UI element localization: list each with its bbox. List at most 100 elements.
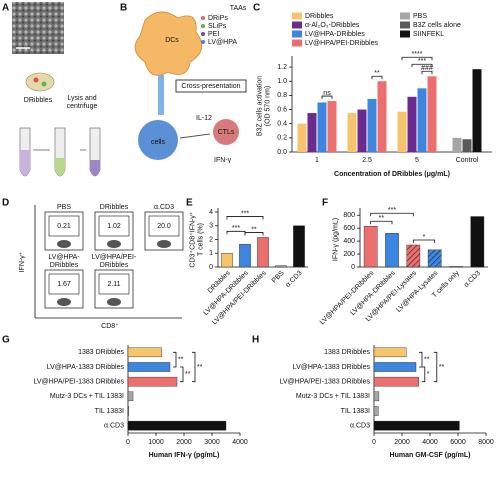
box bbox=[175, 79, 247, 93]
gate-value: 0.21 bbox=[57, 223, 71, 230]
panel-letter: E bbox=[186, 198, 193, 209]
sig-bracket bbox=[412, 239, 436, 243]
bar bbox=[373, 376, 419, 387]
y-tick-label: TIL 1383I bbox=[95, 408, 124, 415]
bar bbox=[367, 98, 377, 152]
plot-title: DRibbles bbox=[50, 262, 79, 269]
y-tick-label: LV@HPA-1383 DRibbles bbox=[293, 364, 371, 371]
tube-fill bbox=[20, 150, 30, 176]
label: centrifuge bbox=[67, 103, 98, 110]
label: IFN-γ bbox=[214, 157, 232, 164]
bar bbox=[407, 96, 417, 152]
y-tick-label: Mutz-3 DCs + TIL 1383I bbox=[296, 393, 370, 400]
bar bbox=[275, 265, 287, 268]
y-tick-label: 1383 DRibbles bbox=[78, 349, 124, 356]
bar bbox=[127, 347, 162, 358]
label: Cross-presentation bbox=[181, 83, 240, 90]
x-axis-label: Concentration of DRibbles (μg/mL) bbox=[334, 171, 450, 178]
x-tick-label: 3000 bbox=[204, 439, 220, 446]
legend-label: B3Z cells alone bbox=[413, 22, 461, 29]
sig-bracket bbox=[433, 351, 438, 383]
sig-label: ** bbox=[374, 70, 380, 77]
bar bbox=[373, 420, 460, 431]
y-tick-label: 0.6 bbox=[277, 106, 287, 113]
bar bbox=[307, 113, 317, 152]
bar bbox=[317, 102, 327, 152]
gate-value: 1.67 bbox=[57, 281, 71, 288]
legend-label: SIINFEKL bbox=[413, 31, 444, 38]
bar bbox=[127, 376, 178, 387]
bar bbox=[470, 216, 485, 268]
bar bbox=[297, 123, 307, 152]
sig-label: ** bbox=[379, 215, 385, 222]
bar bbox=[293, 225, 305, 268]
plot-title: LV@HPA- bbox=[48, 254, 80, 261]
bar bbox=[472, 69, 482, 152]
y-tick-label: 1 bbox=[209, 250, 213, 257]
bar bbox=[363, 226, 378, 268]
cell-cloud bbox=[107, 298, 121, 306]
y-axis-label: CD3⁺CD8⁺IFN-γ⁺ bbox=[189, 211, 196, 268]
sig-label: ### bbox=[421, 65, 433, 72]
bar bbox=[357, 109, 367, 152]
sig-bracket bbox=[370, 220, 393, 225]
dc-cell bbox=[134, 11, 203, 76]
y-tick-label: 3 bbox=[209, 223, 213, 230]
label: DCs bbox=[165, 37, 179, 44]
x-tick-label: 1 bbox=[315, 157, 319, 164]
bar bbox=[239, 244, 251, 268]
bar bbox=[373, 362, 417, 372]
y-tick-label: 200 bbox=[343, 251, 355, 258]
x-tick-label: 6000 bbox=[450, 439, 466, 446]
ctl bbox=[213, 119, 239, 145]
legend-swatch bbox=[292, 21, 302, 29]
sig-bracket bbox=[419, 351, 423, 368]
label: cells bbox=[151, 139, 166, 146]
sig-bracket bbox=[321, 95, 333, 100]
legend-swatch bbox=[292, 12, 302, 20]
y-tick-label: Mutz-3 DCs + TIL 1383I bbox=[50, 393, 124, 400]
sig-bracket bbox=[192, 351, 196, 383]
y-axis-label: IFN-γ (pg/mL) bbox=[332, 218, 339, 261]
plot-title: DRibbles bbox=[100, 262, 129, 269]
sig-bracket bbox=[421, 366, 426, 383]
y-tick-label: 0.2 bbox=[277, 135, 287, 142]
sig-label: *** bbox=[232, 225, 240, 232]
dribbles-icon bbox=[25, 72, 55, 92]
panel-letter: C bbox=[253, 3, 260, 14]
gate bbox=[98, 273, 130, 295]
y-tick-label: 1383 DRibbles bbox=[324, 349, 370, 356]
bar bbox=[221, 253, 233, 268]
legend-swatch bbox=[400, 12, 410, 20]
panel-letter: A bbox=[2, 3, 9, 14]
sig-label: *** bbox=[388, 207, 396, 214]
legend-label: α-Al₂O₃-DRibbles bbox=[305, 22, 360, 29]
legend-label: LV@HPA/PEI-DRibbles bbox=[305, 40, 378, 47]
panel-letter: H bbox=[252, 335, 259, 346]
icon bbox=[201, 24, 205, 28]
label: DRibbles bbox=[24, 97, 53, 104]
y-tick-label: 0 bbox=[209, 264, 213, 271]
bar bbox=[127, 406, 130, 416]
x-tick-label: α.CD3 bbox=[463, 270, 482, 289]
y-tick-label: 0.4 bbox=[277, 121, 287, 128]
sig-label: ** bbox=[251, 226, 257, 233]
sig-label: ** bbox=[439, 364, 445, 371]
bar bbox=[347, 113, 357, 152]
sig-bracket bbox=[173, 351, 177, 368]
icon bbox=[201, 40, 205, 44]
sig-label: ** bbox=[185, 371, 191, 378]
label: CTLs bbox=[218, 129, 235, 136]
bar bbox=[257, 237, 269, 268]
legend-label: DRibbles bbox=[305, 13, 334, 20]
legend-label: LV@HPA-DRibbles bbox=[305, 31, 365, 38]
y-tick-label: 1.2 bbox=[277, 64, 287, 71]
cell-cloud bbox=[57, 240, 71, 248]
bar bbox=[452, 137, 462, 152]
cell-cloud bbox=[157, 240, 171, 248]
sig-label: * bbox=[427, 371, 430, 378]
label: LV@HPA bbox=[208, 39, 237, 46]
axis-label: CD8⁺ bbox=[101, 323, 119, 330]
plot-title: DRibbles bbox=[100, 204, 129, 211]
